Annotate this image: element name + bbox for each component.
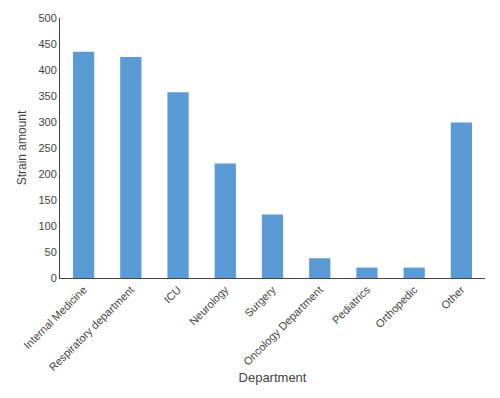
svg-text:Orthopedic: Orthopedic (373, 283, 420, 330)
svg-text:350: 350 (38, 90, 56, 102)
svg-text:Other: Other (439, 283, 467, 311)
svg-text:ICU: ICU (161, 283, 183, 305)
svg-text:Strain amount: Strain amount (15, 110, 29, 185)
svg-text:400: 400 (38, 64, 56, 76)
svg-text:Surgery: Surgery (242, 283, 278, 319)
svg-text:0: 0 (51, 272, 57, 284)
svg-text:Neurology: Neurology (187, 283, 231, 327)
svg-text:Pediatrics: Pediatrics (330, 283, 373, 326)
svg-text:Internal Medicine: Internal Medicine (21, 284, 89, 352)
svg-text:50: 50 (45, 246, 57, 258)
svg-text:Oncology Department: Oncology Department (241, 284, 325, 368)
svg-text:Department: Department (239, 370, 307, 385)
svg-text:100: 100 (38, 220, 56, 232)
svg-text:Respiratory department: Respiratory department (46, 284, 136, 374)
svg-text:150: 150 (38, 194, 56, 206)
svg-text:250: 250 (38, 142, 56, 154)
svg-text:200: 200 (38, 168, 56, 180)
svg-text:450: 450 (38, 38, 56, 50)
svg-text:500: 500 (38, 12, 56, 24)
svg-text:300: 300 (38, 116, 56, 128)
